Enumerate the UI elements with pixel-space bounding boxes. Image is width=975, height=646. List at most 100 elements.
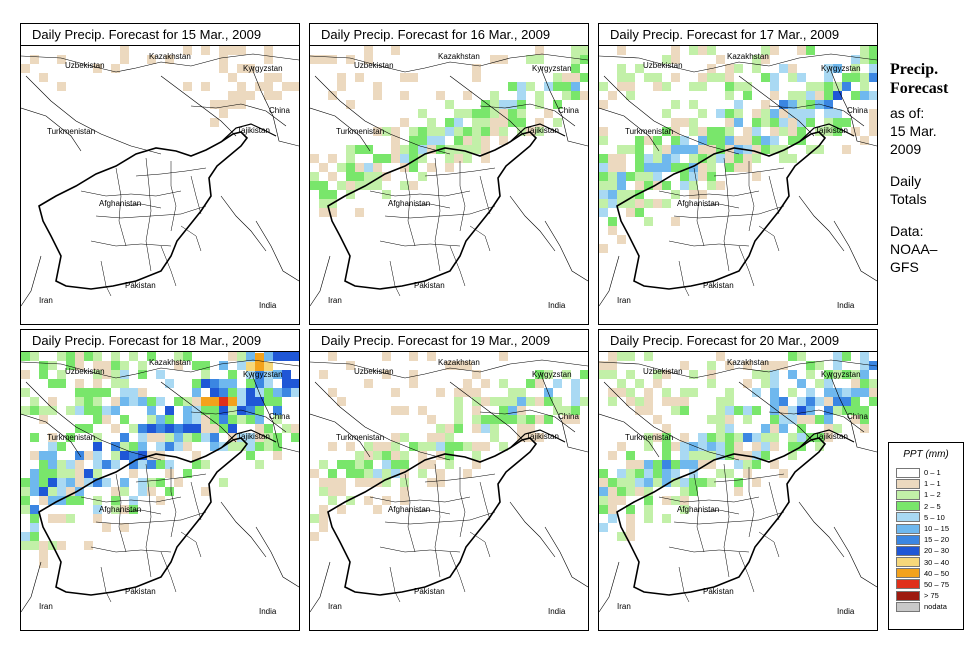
precip-cell bbox=[779, 424, 788, 433]
forecast-panel-5: Daily Precip. Forecast for 19 Mar., 2009… bbox=[309, 329, 589, 631]
precip-cell bbox=[644, 433, 653, 442]
precip-cell bbox=[237, 82, 246, 91]
precip-cell bbox=[725, 82, 734, 91]
precip-cell bbox=[842, 388, 851, 397]
precip-cell bbox=[734, 109, 743, 118]
precip-cell bbox=[779, 100, 788, 109]
precip-cell bbox=[66, 361, 75, 370]
precip-cell bbox=[734, 406, 743, 415]
precip-cell bbox=[39, 451, 48, 460]
legend-item: 1 – 2 bbox=[889, 489, 963, 500]
precip-cell bbox=[93, 406, 102, 415]
precip-cell bbox=[526, 397, 535, 406]
precip-cell bbox=[644, 514, 653, 523]
precip-cell bbox=[779, 406, 788, 415]
precip-cell bbox=[608, 163, 617, 172]
precip-cell bbox=[183, 406, 192, 415]
precip-cell bbox=[635, 406, 644, 415]
precip-cell bbox=[93, 505, 102, 514]
precip-cell bbox=[364, 55, 373, 64]
precip-cell bbox=[310, 181, 319, 190]
precip-cell bbox=[391, 406, 400, 415]
precip-cell bbox=[635, 172, 644, 181]
precip-cell bbox=[472, 415, 481, 424]
precip-cell bbox=[707, 127, 716, 136]
precip-cell bbox=[156, 397, 165, 406]
precip-cell bbox=[228, 100, 237, 109]
precip-cell bbox=[707, 181, 716, 190]
precip-cell bbox=[617, 82, 626, 91]
precip-cell bbox=[21, 505, 30, 514]
precip-cell bbox=[436, 478, 445, 487]
precip-cell bbox=[355, 478, 364, 487]
precip-cell bbox=[111, 379, 120, 388]
legend-label: 30 – 40 bbox=[924, 557, 950, 567]
precip-cell bbox=[328, 478, 337, 487]
precip-cell bbox=[508, 406, 517, 415]
precip-cell bbox=[815, 91, 824, 100]
precip-cell bbox=[264, 388, 273, 397]
precip-cell bbox=[373, 82, 382, 91]
legend-swatch bbox=[896, 557, 920, 568]
precip-cell bbox=[228, 415, 237, 424]
precip-cell bbox=[716, 352, 725, 361]
legend-label: 15 – 20 bbox=[924, 535, 950, 545]
precip-cell bbox=[237, 406, 246, 415]
precip-cell bbox=[860, 73, 869, 82]
precip-cell bbox=[490, 100, 499, 109]
precip-cell bbox=[779, 127, 788, 136]
precip-cell bbox=[689, 487, 698, 496]
precip-cell bbox=[138, 451, 147, 460]
precip-cell bbox=[752, 406, 761, 415]
precip-cell bbox=[653, 433, 662, 442]
precip-cell bbox=[671, 397, 680, 406]
precip-cell bbox=[373, 442, 382, 451]
precip-cell bbox=[391, 127, 400, 136]
precip-cell bbox=[373, 505, 382, 514]
country-label-afghanistan: Afghanistan bbox=[99, 505, 141, 514]
precip-cell bbox=[743, 415, 752, 424]
panel-title: Daily Precip. Forecast for 16 Mar., 2009 bbox=[310, 24, 588, 46]
precip-cell bbox=[707, 451, 716, 460]
precip-cell bbox=[472, 451, 481, 460]
precip-cell bbox=[219, 100, 228, 109]
precip-cell bbox=[120, 46, 129, 55]
precip-cell bbox=[66, 406, 75, 415]
precip-cell bbox=[842, 397, 851, 406]
precip-cell bbox=[246, 451, 255, 460]
precip-cell bbox=[355, 73, 364, 82]
precip-cell bbox=[770, 127, 779, 136]
precip-cell bbox=[851, 397, 860, 406]
precip-map: Kazakhstan Uzbekistan Kyrgyzstan China Turkm… bbox=[599, 46, 877, 310]
precip-cell bbox=[355, 163, 364, 172]
precip-cell bbox=[860, 370, 869, 379]
precip-cell bbox=[382, 352, 391, 361]
precip-cell bbox=[608, 352, 617, 361]
precip-cell bbox=[364, 181, 373, 190]
precip-cell bbox=[165, 379, 174, 388]
precip-cell bbox=[689, 451, 698, 460]
precip-cell bbox=[246, 64, 255, 73]
precip-cell bbox=[84, 397, 93, 406]
precip-cell bbox=[797, 379, 806, 388]
precip-cell bbox=[608, 361, 617, 370]
precip-cell bbox=[761, 100, 770, 109]
precip-cell bbox=[418, 451, 427, 460]
precip-cell bbox=[454, 415, 463, 424]
precip-cell bbox=[156, 442, 165, 451]
precip-cell bbox=[797, 91, 806, 100]
precip-cell bbox=[571, 379, 580, 388]
country-label-kazakhstan: Kazakhstan bbox=[149, 52, 191, 61]
precip-cell bbox=[201, 460, 210, 469]
precip-cell bbox=[580, 46, 588, 55]
precip-cell bbox=[806, 145, 815, 154]
precip-cell bbox=[671, 100, 680, 109]
precip-cell bbox=[418, 406, 427, 415]
precip-cell bbox=[391, 145, 400, 154]
precip-cell bbox=[111, 361, 120, 370]
precip-cell bbox=[761, 55, 770, 64]
precip-cell bbox=[716, 469, 725, 478]
precip-cell bbox=[66, 469, 75, 478]
precip-cell bbox=[364, 496, 373, 505]
